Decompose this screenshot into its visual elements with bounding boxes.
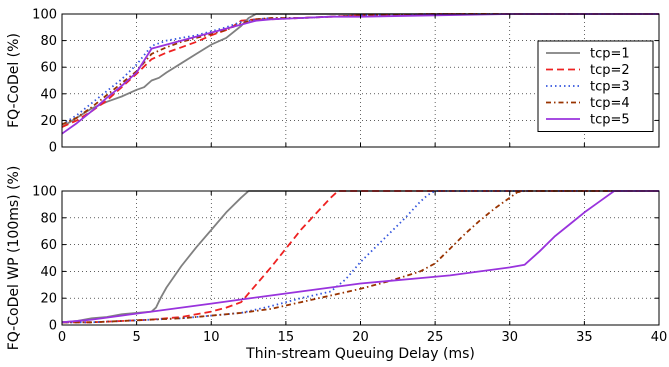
bottom-chart-x-tick-label: 25 xyxy=(427,330,444,345)
bottom-chart-y-tick-label: 100 xyxy=(32,185,57,200)
legend-box xyxy=(537,40,654,132)
bottom-chart-x-axis-label: Thin-stream Queuing Delay (ms) xyxy=(245,346,475,362)
bottom-chart-series-tcp-3-line xyxy=(62,190,659,324)
bottom-chart-y-tick-label: 80 xyxy=(40,211,57,226)
top-chart-y-tick-label: 20 xyxy=(40,114,57,129)
bottom-chart-x-tick-label: 5 xyxy=(132,330,140,345)
bottom-chart-series-tcp-5-line xyxy=(61,190,659,324)
bottom-chart-x-tick-label: 30 xyxy=(501,330,518,345)
bottom-chart-x-tick-label: 40 xyxy=(651,330,668,345)
bottom-chart-x-tick-label: 15 xyxy=(278,330,295,345)
legend-label-tcp-4: tcp=4 xyxy=(590,96,630,111)
top-chart-ticks: 0 20 40 60 80 100 xyxy=(32,8,660,156)
bottom-chart-y-tick-label: 60 xyxy=(40,238,57,253)
bottom-chart-ticks: 0 5 10 15 20 25 30 35 40 0 20 40 60 80 100 xyxy=(32,185,667,346)
bottom-chart-y-tick-label: 20 xyxy=(40,292,57,307)
legend-label-tcp-1: tcp=1 xyxy=(590,47,630,62)
legend-label-tcp-5: tcp=5 xyxy=(590,113,630,128)
bottom-chart-series-tcp-4-line xyxy=(62,190,659,324)
bottom-chart-x-tick-label: 0 xyxy=(58,330,66,345)
top-chart-y-tick-label: 40 xyxy=(40,87,57,102)
top-chart-y-tick-label: 100 xyxy=(32,8,57,23)
bottom-chart-x-tick-label: 35 xyxy=(576,330,593,345)
top-chart-y-tick-label: 0 xyxy=(49,141,57,156)
legend-label-tcp-2: tcp=2 xyxy=(590,63,630,78)
bottom-chart-y-tick-label: 40 xyxy=(40,265,57,280)
bottom-chart-y-tick-label: 0 xyxy=(49,319,57,334)
bottom-chart-x-tick-label: 20 xyxy=(352,330,369,345)
legend-label-tcp-3: tcp=3 xyxy=(590,80,630,95)
bottom-chart-x-tick-label: 10 xyxy=(203,330,220,345)
top-chart-series-tcp-5-line xyxy=(61,13,659,135)
top-chart-series-tcp-4-line xyxy=(61,13,659,126)
top-chart-y-tick-label: 60 xyxy=(40,61,57,76)
top-chart-y-axis-label: FQ-CoDel (%) xyxy=(6,33,22,128)
bottom-chart-panel: 0 5 10 15 20 25 30 35 40 0 20 40 60 80 100 FQ-CoDel WP… xyxy=(6,166,667,362)
bottom-chart-y-axis-label: FQ-CoDel WP (100ms) (%) xyxy=(6,166,22,351)
top-chart-y-tick-label: 80 xyxy=(40,34,57,49)
top-chart-series-tcp-3-line xyxy=(61,13,659,126)
